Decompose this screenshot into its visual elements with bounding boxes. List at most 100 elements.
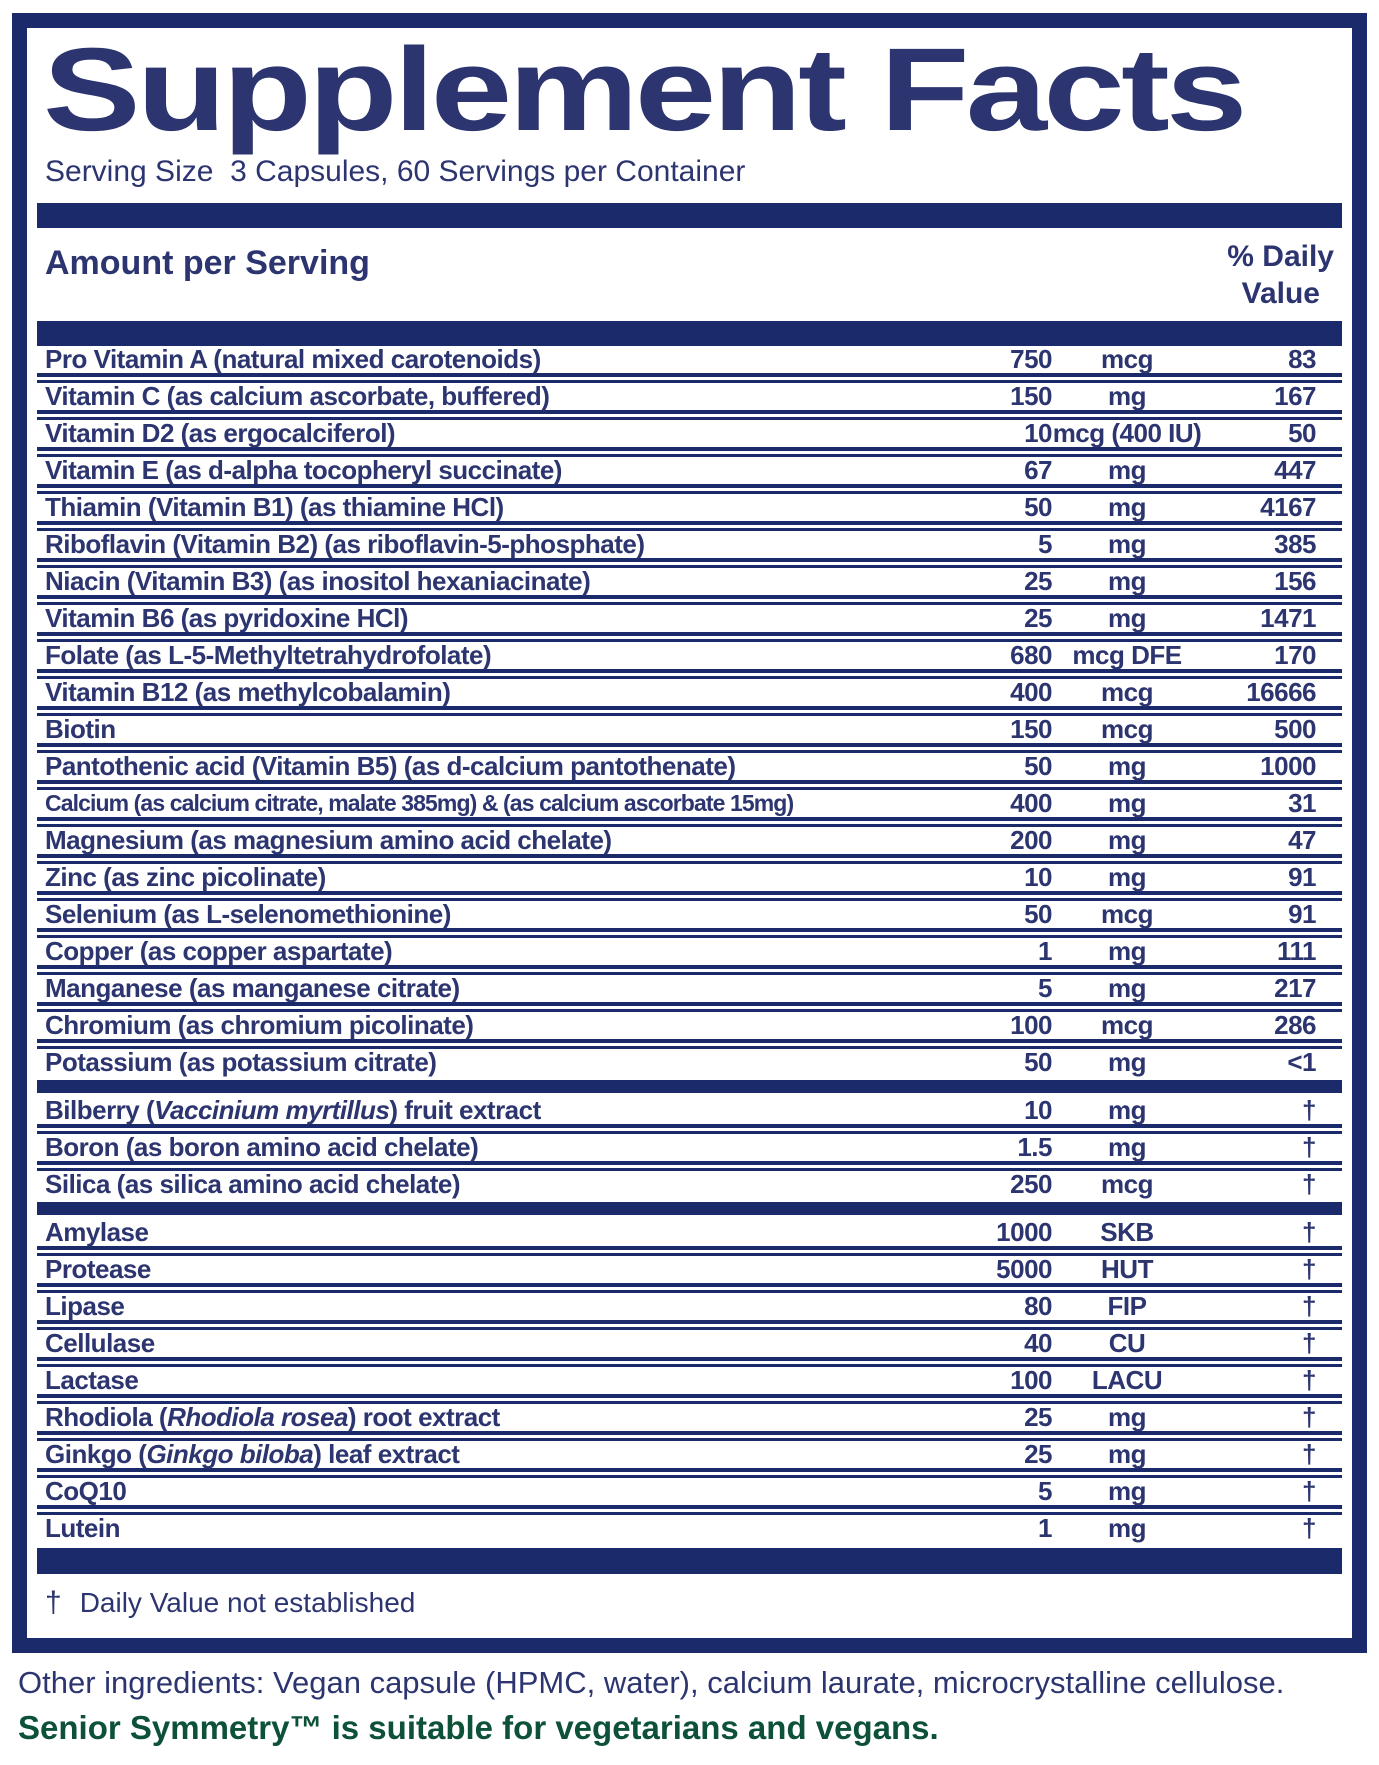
nutrient-label: Zinc (as zinc picolinate) — [45, 862, 326, 893]
nutrient-daily-value: <1 — [1287, 1047, 1316, 1078]
row-separator — [37, 927, 1342, 938]
nutrient-daily-value: 111 — [1276, 936, 1317, 967]
nutrient-amount: 50 — [1024, 899, 1052, 930]
row-separator — [37, 1430, 1342, 1441]
nutrient-amount: 25 — [1024, 1439, 1052, 1470]
nutrient-label: Vitamin B12 (as methylcobalamin) — [45, 677, 451, 708]
nutrient-amount: 50 — [1024, 751, 1052, 782]
nutrient-daily-value: 50 — [1288, 418, 1316, 449]
nutrient-unit: HUT — [1101, 1254, 1153, 1285]
nutrient-amount: 25 — [1024, 1402, 1052, 1433]
nutrient-amount: 50 — [1024, 1047, 1052, 1078]
nutrient-amount: 680 — [1010, 640, 1052, 671]
nutrient-daily-value: † — [1302, 1095, 1316, 1126]
nutrient-unit: mg — [1108, 1047, 1147, 1078]
section-divider-bar — [37, 1201, 1342, 1215]
nutrient-daily-value: † — [1302, 1513, 1316, 1544]
nutrient-amount: 200 — [1010, 825, 1052, 856]
nutrient-label: Pantothenic acid (Vitamin B5) (as d-calc… — [45, 751, 736, 782]
nutrient-daily-value: 1000 — [1260, 751, 1316, 782]
nutrient-daily-value: 167 — [1274, 381, 1316, 412]
nutrient-unit: mcg — [1101, 899, 1153, 930]
page-title: Supplement Facts — [43, 24, 1247, 156]
nutrient-amount: 100 — [1010, 1365, 1052, 1396]
row-separator — [37, 1001, 1342, 1012]
nutrient-daily-value: 156 — [1274, 566, 1316, 597]
nutrient-row: Silica (as silica amino acid chelate) 250… — [37, 1171, 1342, 1198]
nutrient-daily-value: 286 — [1274, 1010, 1316, 1041]
nutrient-unit: mg — [1108, 862, 1147, 893]
row-separator — [37, 1467, 1342, 1478]
nutrient-daily-value: † — [1302, 1365, 1316, 1396]
nutrient-daily-value: 500 — [1274, 714, 1316, 745]
nutrient-daily-value: † — [1302, 1402, 1316, 1433]
daily-value-header-line2: Value — [1241, 277, 1320, 311]
row-separator — [37, 372, 1342, 383]
nutrient-unit: mcg — [1101, 714, 1153, 745]
nutrient-amount: 5 — [1038, 973, 1052, 1004]
nutrient-row: Lipase 80 FIP † — [37, 1293, 1342, 1320]
nutrient-row: Vitamin C (as calcium ascorbate, buffere… — [37, 383, 1342, 410]
nutrient-unit: mg — [1108, 1402, 1147, 1433]
divider-bar-footnote — [37, 1547, 1342, 1574]
row-separator — [37, 1393, 1342, 1404]
nutrient-label: Amylase — [45, 1217, 149, 1248]
nutrient-label: Potassium (as potassium citrate) — [45, 1047, 437, 1078]
nutrient-label: CoQ10 — [45, 1476, 127, 1507]
nutrient-label: Niacin (Vitamin B3) (as inositol hexania… — [45, 566, 591, 597]
nutrient-amount: 1 — [1038, 1513, 1052, 1544]
nutrient-unit: mg — [1108, 492, 1147, 523]
nutrient-row: Pantothenic acid (Vitamin B5) (as d-calc… — [37, 753, 1342, 780]
nutrient-label: Bilberry (Vaccinium myrtillus) fruit ext… — [45, 1095, 541, 1126]
nutrient-amount: 50 — [1024, 492, 1052, 523]
nutrient-unit: mcg (400 IU) — [1052, 418, 1202, 449]
nutrient-amount: 1 — [1038, 936, 1052, 967]
nutrient-unit: mg — [1108, 566, 1147, 597]
rows-container: Pro Vitamin A (natural mixed carotenoids… — [37, 346, 1342, 1542]
nutrient-label: Chromium (as chromium picolinate) — [45, 1010, 474, 1041]
nutrient-row: Potassium (as potassium citrate) 50 mg <1 — [37, 1049, 1342, 1076]
nutrient-label: Selenium (as L-selenomethionine) — [45, 899, 451, 930]
nutrient-amount: 1.5 — [1017, 1132, 1052, 1163]
nutrient-label: Vitamin B6 (as pyridoxine HCl) — [45, 603, 409, 634]
row-separator — [37, 557, 1342, 568]
nutrient-amount: 750 — [1010, 344, 1052, 375]
row-separator — [37, 1319, 1342, 1330]
nutrient-row: Amylase 1000 SKB † — [37, 1219, 1342, 1246]
nutrient-unit: mcg — [1101, 1169, 1153, 1200]
dagger-symbol: † — [45, 1585, 62, 1619]
amount-per-serving-header: Amount per Serving — [45, 243, 370, 282]
nutrient-unit: mcg — [1101, 1010, 1153, 1041]
nutrient-daily-value: † — [1302, 1217, 1316, 1248]
nutrient-daily-value: † — [1302, 1169, 1316, 1200]
nutrient-amount: 25 — [1024, 603, 1052, 634]
row-separator — [37, 1245, 1342, 1256]
nutrient-row: Ginkgo (Ginkgo biloba) leaf extract 25 mg † — [37, 1441, 1342, 1468]
nutrient-row: Chromium (as chromium picolinate) 100 mcg 2… — [37, 1012, 1342, 1039]
nutrient-label: Magnesium (as magnesium amino acid chela… — [45, 825, 612, 856]
row-separator — [37, 520, 1342, 531]
nutrient-row: Vitamin B6 (as pyridoxine HCl) 25 mg 1471 — [37, 605, 1342, 632]
nutrient-label: Lutein — [45, 1513, 121, 1544]
nutrient-row: Thiamin (Vitamin B1) (as thiamine HCl) 50… — [37, 494, 1342, 521]
nutrient-daily-value: 91 — [1288, 862, 1316, 893]
nutrient-unit: mg — [1108, 455, 1147, 486]
nutrient-label: Vitamin C (as calcium ascorbate, buffere… — [45, 381, 550, 412]
section-divider-bar — [37, 1079, 1342, 1093]
nutrient-daily-value: 47 — [1288, 825, 1316, 856]
nutrient-unit: FIP — [1107, 1291, 1147, 1322]
nutrient-unit: mg — [1108, 973, 1147, 1004]
row-separator — [37, 779, 1342, 790]
nutrient-daily-value: 31 — [1288, 788, 1316, 819]
nutrient-amount: 80 — [1024, 1291, 1052, 1322]
nutrient-daily-value: † — [1302, 1476, 1316, 1507]
nutrient-amount: 67 — [1024, 455, 1052, 486]
nutrient-unit: CU — [1108, 1328, 1146, 1359]
nutrient-unit: mg — [1108, 788, 1147, 819]
nutrient-amount: 1000 — [996, 1217, 1052, 1248]
daily-value-header-line1: % Daily — [1227, 239, 1334, 273]
nutrient-label: Riboflavin (Vitamin B2) (as riboflavin-5… — [45, 529, 645, 560]
row-separator — [37, 1356, 1342, 1367]
nutrient-row: Protease 5000 HUT † — [37, 1256, 1342, 1283]
nutrient-unit: mg — [1108, 603, 1147, 634]
